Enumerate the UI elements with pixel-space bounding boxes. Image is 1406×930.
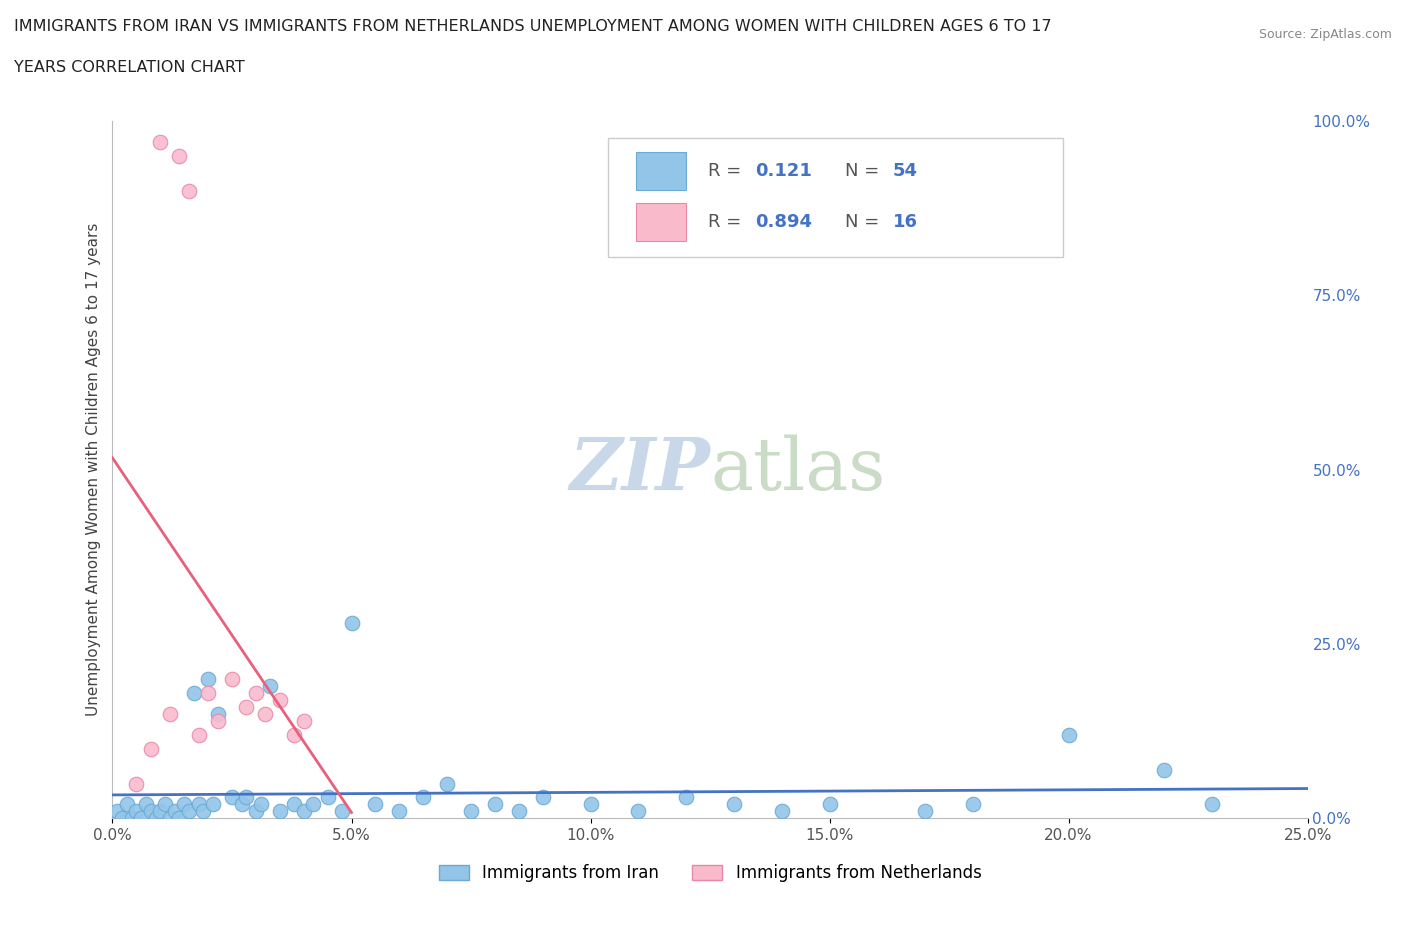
Point — [177, 183, 200, 198]
Point — [484, 797, 506, 812]
Point — [460, 804, 482, 819]
Point — [254, 707, 277, 722]
Text: 0.121: 0.121 — [755, 162, 813, 180]
Point — [197, 685, 219, 700]
Point — [183, 685, 205, 700]
Point — [292, 804, 315, 819]
Point — [1201, 797, 1223, 812]
Point — [723, 797, 745, 812]
Point — [364, 797, 387, 812]
Point — [340, 616, 363, 631]
Legend: Immigrants from Iran, Immigrants from Netherlands: Immigrants from Iran, Immigrants from Ne… — [430, 856, 990, 890]
Point — [187, 727, 209, 742]
Point — [129, 811, 152, 826]
Point — [245, 804, 267, 819]
Point — [121, 811, 143, 826]
Point — [235, 790, 257, 805]
FancyBboxPatch shape — [636, 203, 686, 241]
Text: R =: R = — [707, 162, 747, 180]
Point — [173, 797, 195, 812]
Point — [283, 727, 305, 742]
Text: N =: N = — [845, 162, 884, 180]
Point — [508, 804, 530, 819]
Text: ZIP: ZIP — [569, 434, 710, 505]
Point — [316, 790, 339, 805]
Point — [111, 811, 134, 826]
Point — [245, 685, 267, 700]
Point — [269, 692, 291, 707]
Y-axis label: Unemployment Among Women with Children Ages 6 to 17 years: Unemployment Among Women with Children A… — [86, 223, 101, 716]
Point — [221, 790, 243, 805]
Text: YEARS CORRELATION CHART: YEARS CORRELATION CHART — [14, 60, 245, 75]
Point — [125, 804, 148, 819]
Point — [388, 804, 411, 819]
Point — [330, 804, 353, 819]
Point — [292, 713, 315, 728]
Point — [187, 797, 209, 812]
Point — [115, 797, 138, 812]
Point — [207, 713, 229, 728]
Point — [818, 797, 841, 812]
Point — [139, 804, 162, 819]
Point — [231, 797, 253, 812]
Point — [149, 135, 172, 150]
Point — [235, 699, 257, 714]
Point — [221, 671, 243, 686]
Point — [770, 804, 793, 819]
Point — [169, 811, 191, 826]
Point — [269, 804, 291, 819]
Text: 0.894: 0.894 — [755, 213, 813, 231]
FancyBboxPatch shape — [609, 139, 1063, 257]
Text: 16: 16 — [893, 213, 918, 231]
Point — [153, 797, 176, 812]
Point — [1057, 727, 1080, 742]
Point — [135, 797, 157, 812]
Point — [302, 797, 325, 812]
Text: 54: 54 — [893, 162, 918, 180]
Point — [105, 804, 128, 819]
Point — [259, 679, 281, 694]
Point — [412, 790, 434, 805]
Point — [159, 707, 181, 722]
Point — [531, 790, 554, 805]
Text: Source: ZipAtlas.com: Source: ZipAtlas.com — [1258, 28, 1392, 41]
Point — [139, 741, 162, 756]
Point — [125, 776, 148, 790]
Text: N =: N = — [845, 213, 884, 231]
Text: atlas: atlas — [710, 434, 886, 505]
Point — [579, 797, 602, 812]
Point — [145, 811, 167, 826]
Point — [149, 804, 172, 819]
Point — [627, 804, 650, 819]
Point — [283, 797, 305, 812]
Point — [962, 797, 984, 812]
FancyBboxPatch shape — [636, 152, 686, 191]
Point — [675, 790, 697, 805]
Point — [914, 804, 936, 819]
Point — [193, 804, 215, 819]
Point — [197, 671, 219, 686]
Point — [177, 804, 200, 819]
Point — [207, 707, 229, 722]
Point — [249, 797, 271, 812]
Point — [163, 804, 186, 819]
Point — [159, 811, 181, 826]
Point — [169, 148, 191, 164]
Point — [1153, 763, 1175, 777]
Text: R =: R = — [707, 213, 747, 231]
Text: IMMIGRANTS FROM IRAN VS IMMIGRANTS FROM NETHERLANDS UNEMPLOYMENT AMONG WOMEN WIT: IMMIGRANTS FROM IRAN VS IMMIGRANTS FROM … — [14, 19, 1052, 33]
Point — [436, 776, 458, 790]
Point — [201, 797, 224, 812]
